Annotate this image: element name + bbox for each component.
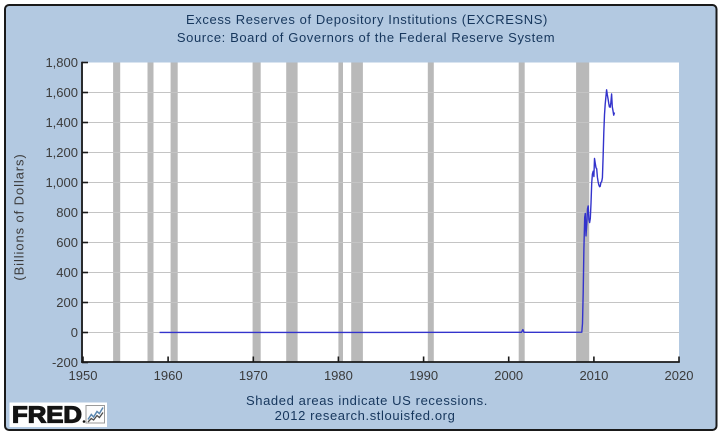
svg-text:1980: 1980 (324, 368, 353, 383)
svg-text:2020: 2020 (665, 368, 694, 383)
svg-text:1,200: 1,200 (45, 145, 78, 160)
svg-text:1960: 1960 (154, 368, 183, 383)
svg-text:1,400: 1,400 (45, 115, 78, 130)
svg-text:-200: -200 (52, 355, 78, 370)
svg-text:Excess Reserves of Depository: Excess Reserves of Depository Institutio… (186, 12, 548, 27)
svg-text:(Billions of Dollars): (Billions of Dollars) (12, 153, 27, 280)
svg-text:1990: 1990 (409, 368, 438, 383)
svg-text:2000: 2000 (494, 368, 523, 383)
svg-text:0: 0 (71, 325, 78, 340)
svg-text:1,600: 1,600 (45, 85, 78, 100)
svg-text:Shaded areas indicate US reces: Shaded areas indicate US recessions. (246, 393, 488, 408)
svg-text:400: 400 (56, 265, 78, 280)
svg-text:600: 600 (56, 235, 78, 250)
svg-text:200: 200 (56, 295, 78, 310)
svg-text:FRED: FRED (12, 402, 82, 428)
svg-text:1970: 1970 (239, 368, 268, 383)
svg-text:2010: 2010 (579, 368, 608, 383)
svg-text:800: 800 (56, 205, 78, 220)
svg-text:2012 research.stlouisfed.org: 2012 research.stlouisfed.org (275, 408, 456, 423)
svg-text:1,000: 1,000 (45, 175, 78, 190)
svg-text:Source: Board of Governors of: Source: Board of Governors of the Federa… (177, 30, 555, 45)
svg-text:1950: 1950 (69, 368, 98, 383)
svg-text:1,800: 1,800 (45, 55, 78, 70)
